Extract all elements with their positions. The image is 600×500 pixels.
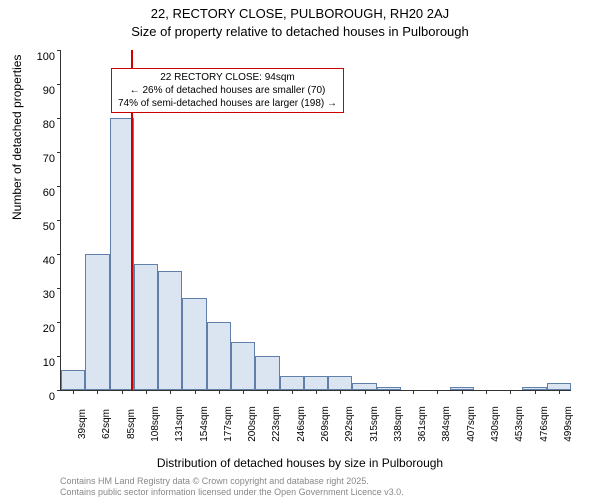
- histogram-bar: [182, 298, 206, 390]
- x-tick-mark: [243, 390, 244, 394]
- y-tick-label: 100: [37, 51, 61, 63]
- x-tick-label: 407sqm: [462, 406, 477, 442]
- x-tick-label: 315sqm: [365, 406, 380, 442]
- histogram-bar: [304, 376, 328, 390]
- x-tick-mark: [462, 390, 463, 394]
- x-tick-label: 154sqm: [195, 406, 210, 442]
- y-axis-label: Number of detached properties: [10, 55, 24, 220]
- footer-line1: Contains HM Land Registry data © Crown c…: [60, 476, 404, 487]
- x-tick-label: 39sqm: [73, 409, 88, 439]
- x-tick-mark: [267, 390, 268, 394]
- annotation-box: 22 RECTORY CLOSE: 94sqm← 26% of detached…: [111, 68, 344, 113]
- chart-footer: Contains HM Land Registry data © Crown c…: [60, 476, 404, 498]
- x-tick-mark: [413, 390, 414, 394]
- x-tick-mark: [486, 390, 487, 394]
- chart-title-line2: Size of property relative to detached ho…: [0, 24, 600, 39]
- y-tick-mark: [57, 254, 61, 255]
- histogram-bar: [231, 342, 255, 390]
- footer-line2: Contains public sector information licen…: [60, 487, 404, 498]
- histogram-bar: [110, 118, 134, 390]
- y-tick-label: 30: [43, 289, 61, 301]
- histogram-bar: [547, 383, 571, 390]
- annotation-line3: 74% of semi-detached houses are larger (…: [118, 97, 337, 110]
- x-tick-label: 177sqm: [219, 406, 234, 442]
- histogram-bar: [377, 387, 401, 390]
- y-tick-mark: [57, 322, 61, 323]
- x-tick-label: 85sqm: [122, 409, 137, 439]
- y-tick-label: 80: [43, 119, 61, 131]
- histogram-bar: [522, 387, 546, 390]
- x-tick-mark: [170, 390, 171, 394]
- histogram-bar: [85, 254, 109, 390]
- y-tick-mark: [57, 288, 61, 289]
- y-tick-mark: [57, 186, 61, 187]
- y-tick-label: 90: [43, 85, 61, 97]
- y-tick-mark: [57, 220, 61, 221]
- histogram-bar: [255, 356, 279, 390]
- x-tick-mark: [389, 390, 390, 394]
- y-tick-label: 0: [49, 391, 61, 403]
- annotation-line2: ← 26% of detached houses are smaller (70…: [118, 84, 337, 97]
- histogram-bar: [134, 264, 158, 390]
- x-axis-label: Distribution of detached houses by size …: [0, 456, 600, 470]
- x-tick-mark: [510, 390, 511, 394]
- y-tick-mark: [57, 390, 61, 391]
- x-tick-label: 269sqm: [316, 406, 331, 442]
- x-tick-label: 62sqm: [97, 409, 112, 439]
- x-tick-mark: [219, 390, 220, 394]
- x-tick-mark: [316, 390, 317, 394]
- histogram-bar: [352, 383, 376, 390]
- x-tick-mark: [559, 390, 560, 394]
- x-tick-label: 131sqm: [170, 406, 185, 442]
- x-tick-mark: [73, 390, 74, 394]
- y-tick-mark: [57, 152, 61, 153]
- histogram-bar: [158, 271, 182, 390]
- y-tick-label: 50: [43, 221, 61, 233]
- chart-title-line1: 22, RECTORY CLOSE, PULBOROUGH, RH20 2AJ: [0, 6, 600, 21]
- y-tick-label: 70: [43, 153, 61, 165]
- x-tick-mark: [97, 390, 98, 394]
- x-tick-mark: [365, 390, 366, 394]
- histogram-bar: [328, 376, 352, 390]
- annotation-line1: 22 RECTORY CLOSE: 94sqm: [118, 71, 337, 84]
- y-tick-label: 40: [43, 255, 61, 267]
- x-tick-mark: [292, 390, 293, 394]
- x-tick-mark: [437, 390, 438, 394]
- x-tick-mark: [146, 390, 147, 394]
- x-tick-mark: [340, 390, 341, 394]
- x-tick-label: 246sqm: [292, 406, 307, 442]
- chart-container: 22, RECTORY CLOSE, PULBOROUGH, RH20 2AJ …: [0, 0, 600, 500]
- x-tick-label: 499sqm: [559, 406, 574, 442]
- x-tick-label: 476sqm: [535, 406, 550, 442]
- y-tick-label: 60: [43, 187, 61, 199]
- x-tick-label: 108sqm: [146, 406, 161, 442]
- y-tick-mark: [57, 118, 61, 119]
- y-tick-mark: [57, 50, 61, 51]
- x-tick-mark: [122, 390, 123, 394]
- histogram-bar: [280, 376, 304, 390]
- y-tick-mark: [57, 356, 61, 357]
- histogram-bar: [450, 387, 474, 390]
- x-tick-label: 338sqm: [389, 406, 404, 442]
- y-tick-label: 20: [43, 323, 61, 335]
- y-tick-mark: [57, 84, 61, 85]
- x-tick-label: 292sqm: [340, 406, 355, 442]
- y-tick-label: 10: [43, 357, 61, 369]
- x-tick-label: 384sqm: [437, 406, 452, 442]
- histogram-bar: [61, 370, 85, 390]
- histogram-bar: [207, 322, 231, 390]
- x-tick-label: 223sqm: [267, 406, 282, 442]
- x-tick-label: 361sqm: [413, 406, 428, 442]
- x-tick-mark: [535, 390, 536, 394]
- x-tick-mark: [195, 390, 196, 394]
- x-tick-label: 200sqm: [243, 406, 258, 442]
- plot-area: 010203040506070809010039sqm62sqm85sqm108…: [60, 50, 571, 391]
- x-tick-label: 453sqm: [510, 406, 525, 442]
- x-tick-label: 430sqm: [486, 406, 501, 442]
